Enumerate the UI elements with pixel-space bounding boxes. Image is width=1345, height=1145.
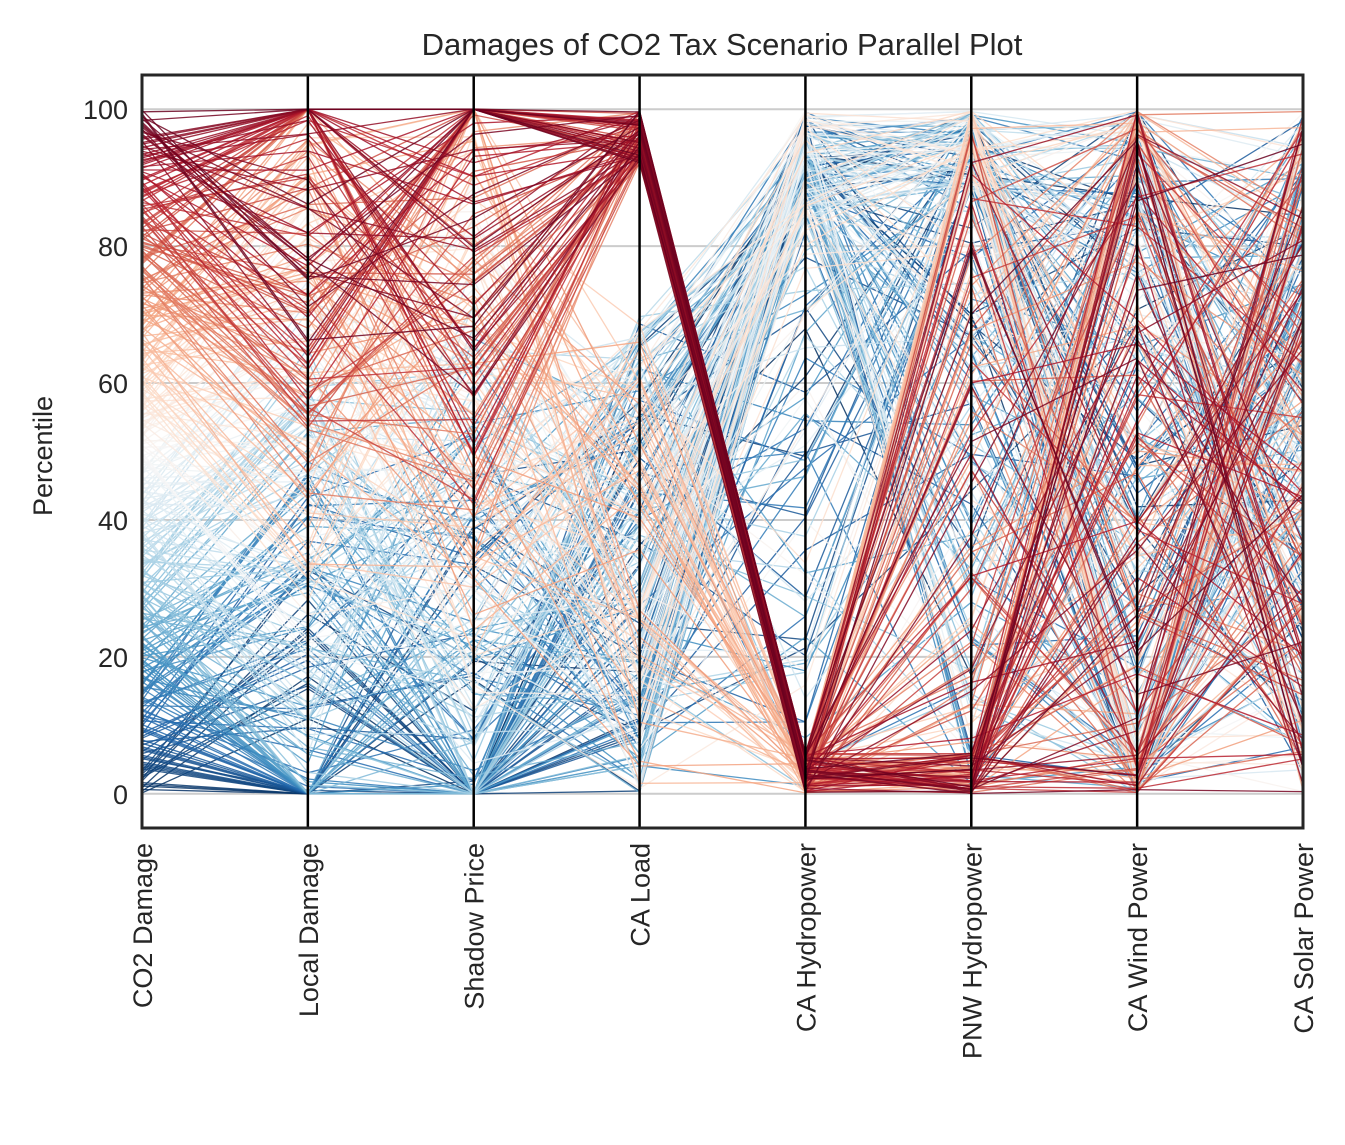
y-tick-label: 0 — [113, 780, 128, 810]
y-tick-label: 40 — [98, 506, 128, 536]
parallel-axes — [306, 75, 1139, 828]
data-line — [142, 137, 1303, 794]
y-tick-label: 100 — [83, 95, 128, 125]
data-line — [142, 121, 1303, 775]
data-line — [142, 238, 1303, 625]
data-line — [142, 118, 1303, 770]
data-line — [142, 140, 1303, 792]
data-line — [142, 263, 1303, 764]
data-line — [142, 108, 1303, 780]
data-line — [142, 172, 1303, 782]
data-line — [142, 109, 1303, 781]
data-line — [142, 155, 1303, 746]
data-line — [142, 207, 1303, 743]
axis-label: Local Damage — [294, 843, 324, 1017]
data-line — [142, 113, 1303, 680]
data-line — [142, 109, 1303, 784]
y-ticks: 0 20 40 60 80 100 — [83, 95, 128, 810]
data-line — [142, 116, 1303, 786]
data-line — [142, 134, 1303, 767]
axis-label: PNW Hydropower — [957, 843, 987, 1059]
data-line — [142, 113, 1303, 683]
data-line — [142, 108, 1303, 793]
data-line — [142, 255, 1303, 769]
y-axis-label: Percentile — [28, 396, 58, 516]
data-line — [142, 123, 1303, 795]
axis-label: Shadow Price — [460, 843, 490, 1010]
data-line — [142, 187, 1303, 643]
axis-label: CA Wind Power — [1123, 843, 1153, 1032]
data-line — [142, 117, 1303, 711]
data-line — [142, 167, 1303, 768]
data-line — [142, 124, 1303, 740]
data-line — [142, 107, 1303, 793]
data-line — [142, 147, 1303, 766]
data-line — [142, 107, 1303, 775]
data-line — [142, 457, 1303, 771]
data-line — [142, 110, 1303, 789]
axis-label: CA Solar Power — [1289, 843, 1319, 1034]
data-line — [142, 306, 1303, 784]
data-line — [142, 243, 1303, 791]
data-line — [142, 122, 1303, 760]
data-line — [142, 182, 1303, 780]
data-line — [142, 119, 1303, 743]
data-line — [142, 113, 1303, 760]
axis-label: CA Hydropower — [791, 843, 821, 1032]
axis-label: CO2 Damage — [128, 843, 158, 1008]
y-tick-label: 60 — [98, 369, 128, 399]
data-lines — [142, 107, 1303, 796]
data-line — [142, 158, 1303, 744]
data-line — [142, 124, 1303, 795]
axis-label: CA Load — [626, 843, 656, 947]
data-line — [142, 122, 1303, 773]
data-line — [142, 173, 1303, 793]
data-line — [142, 113, 1303, 697]
y-tick-label: 80 — [98, 232, 128, 262]
chart-title: Damages of CO2 Tax Scenario Parallel Plo… — [422, 27, 1023, 62]
plot-frame — [140, 73, 1305, 830]
axis-labels: CO2 Damage Local Damage Shadow Price CA Loa… — [128, 843, 1319, 1059]
data-line — [142, 185, 1303, 639]
data-line — [142, 108, 1303, 788]
data-line — [142, 108, 1303, 769]
data-line — [142, 121, 1303, 779]
y-tick-label: 20 — [98, 643, 128, 673]
